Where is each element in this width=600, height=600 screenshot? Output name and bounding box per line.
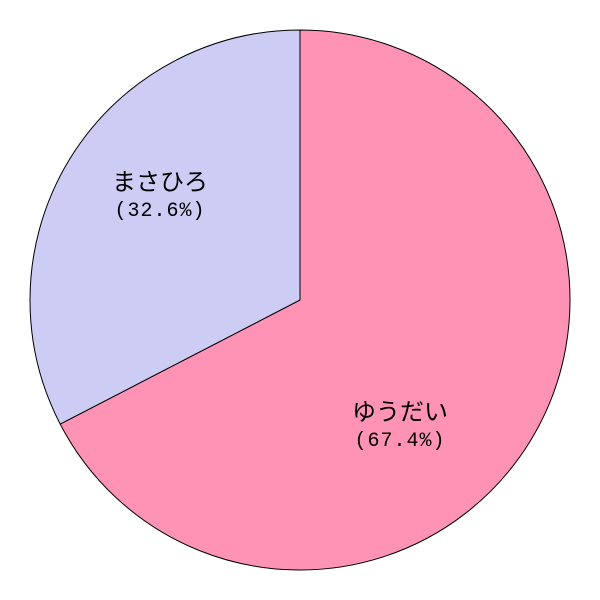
slice-pct-0: (67.4%) xyxy=(354,430,445,453)
slice-pct-1: (32.6%) xyxy=(114,200,205,223)
pie-slices xyxy=(30,30,570,570)
slice-name-0: ゆうだい xyxy=(352,399,448,426)
pie-chart: ゆうだい (67.4%) まさひろ (32.6%) xyxy=(0,0,600,600)
slice-name-1: まさひろ xyxy=(112,169,208,196)
